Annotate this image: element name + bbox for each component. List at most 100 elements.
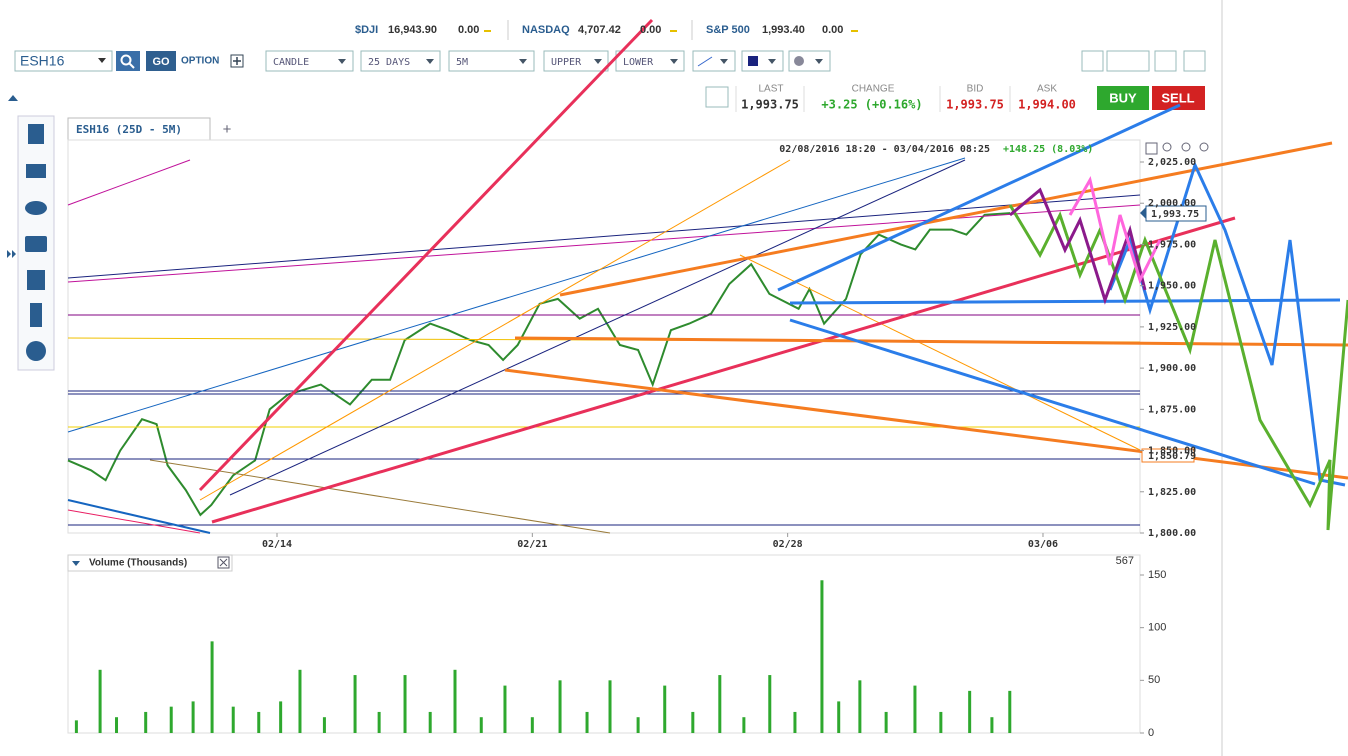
volume-bar <box>585 711 589 733</box>
volume-bar <box>968 690 972 733</box>
buy-button[interactable] <box>1097 86 1149 110</box>
volume-bar <box>884 711 888 733</box>
volume-bar <box>663 685 667 733</box>
add-tab[interactable]: + <box>223 121 232 138</box>
x-tick-label: 03/06 <box>1028 539 1058 550</box>
volume-bar <box>691 711 695 733</box>
drawings <box>67 18 1348 534</box>
dropdown[interactable] <box>615 50 685 72</box>
volume-bar <box>858 680 862 733</box>
volume-bar <box>837 701 841 733</box>
symbol-text[interactable]: ESH16 <box>20 53 65 69</box>
range-label: 02/08/2016 18:20 - 03/04/2016 08:25 <box>779 144 990 155</box>
y-tick-label: 100 <box>1148 622 1166 634</box>
x-tick-label: 02/28 <box>773 539 803 550</box>
y-tick-label: 1,800.00 <box>1148 528 1196 539</box>
volume-bar <box>636 717 640 733</box>
gear-icon[interactable] <box>26 341 46 361</box>
volume-bar <box>322 717 326 733</box>
tab-label[interactable]: ESH16 (25D - 5M) <box>76 123 182 136</box>
line-price-box <box>1141 448 1195 463</box>
bid-value: 1,993.75 <box>946 98 1004 112</box>
compare-icon[interactable] <box>26 164 46 178</box>
y-tick-label: 1,925.00 <box>1148 322 1196 333</box>
ticker-value: 16,943.90 <box>388 24 437 36</box>
volume-bar <box>913 685 917 733</box>
dollar-icon[interactable] <box>30 303 42 327</box>
quote-panel <box>705 86 1205 112</box>
dropdown-label[interactable]: UPPER <box>551 57 582 68</box>
portfolio-icon[interactable] <box>25 236 47 252</box>
collapse-icon[interactable] <box>8 95 18 101</box>
volume-bar <box>115 717 119 733</box>
dropdown-label[interactable]: 5M <box>456 57 468 68</box>
current-price-label: 1,993.75 <box>1151 209 1199 220</box>
last-label: LAST <box>758 84 783 95</box>
dropdown[interactable] <box>543 50 609 72</box>
study-icon[interactable] <box>28 124 44 144</box>
settings-button[interactable] <box>1081 50 1104 72</box>
price-frame <box>67 139 1141 534</box>
volume-bar <box>74 720 78 733</box>
ticker-name: S&P 500 <box>706 24 750 36</box>
dropdown[interactable] <box>265 50 354 72</box>
save-button[interactable] <box>1106 50 1150 72</box>
volume-bar <box>503 685 507 733</box>
go-label[interactable]: GO <box>152 56 170 68</box>
dropdown-label[interactable]: LOWER <box>623 57 654 68</box>
volume-bar <box>718 675 722 733</box>
y-tick-label: 1,825.00 <box>1148 487 1196 498</box>
volume-bar <box>353 675 357 733</box>
toolbar <box>8 50 1206 101</box>
dropdown-label[interactable]: 25 DAYS <box>368 57 410 68</box>
volume-bar <box>169 706 173 733</box>
volume-bar <box>257 711 261 733</box>
volume-header <box>67 554 233 572</box>
line-tool[interactable] <box>692 50 736 72</box>
dropdown[interactable] <box>360 50 441 72</box>
volume-bar <box>990 717 994 733</box>
y-tick-label: 150 <box>1148 569 1166 581</box>
volume-bar <box>231 706 235 733</box>
ticker-value: 4,707.42 <box>578 24 621 36</box>
ticker-name: $DJI <box>355 24 378 36</box>
option-label[interactable]: OPTION <box>181 56 219 67</box>
bid-label: BID <box>967 84 984 95</box>
window-button[interactable] <box>1183 50 1206 72</box>
y-tick-label: 1,975.00 <box>1148 239 1196 250</box>
volume-bar <box>742 717 746 733</box>
volume-bar <box>298 669 302 733</box>
line-price-label: 1,850.79 <box>1148 451 1196 462</box>
volume-bar <box>403 675 407 733</box>
volume-bar <box>191 701 195 733</box>
go-button[interactable] <box>146 51 176 71</box>
y-tick-label: 2,000.00 <box>1148 198 1196 209</box>
chart-icon[interactable] <box>27 270 45 290</box>
y-tick-label: 1,950.00 <box>1148 281 1196 292</box>
symbol-input[interactable] <box>14 50 113 72</box>
volume-annotation: 567 <box>1116 555 1134 567</box>
volume-bar <box>210 641 214 733</box>
volume-bar <box>530 717 534 733</box>
dropdown-label[interactable]: CANDLE <box>273 57 309 68</box>
volume-bar <box>768 675 772 733</box>
layout-button[interactable] <box>1154 50 1177 72</box>
change-label: CHANGE <box>852 84 895 95</box>
view-icon[interactable] <box>25 201 47 215</box>
dropdown[interactable] <box>448 50 535 72</box>
search-button[interactable] <box>116 51 140 71</box>
volume-frame <box>67 554 1141 734</box>
sell-label[interactable]: SELL <box>1161 90 1194 105</box>
x-tick-label: 02/21 <box>517 539 547 550</box>
ticker-name: NASDAQ <box>522 24 570 36</box>
volume-bar <box>558 680 562 733</box>
cs-button[interactable] <box>705 86 729 108</box>
volume-bar <box>428 711 432 733</box>
range-change: +148.25 (8.03%) <box>1003 144 1093 155</box>
buy-label[interactable]: BUY <box>1109 90 1137 105</box>
volume-bar <box>279 701 283 733</box>
volume-bar <box>144 711 148 733</box>
delete-tool[interactable] <box>788 50 831 72</box>
volume-bar <box>377 711 381 733</box>
